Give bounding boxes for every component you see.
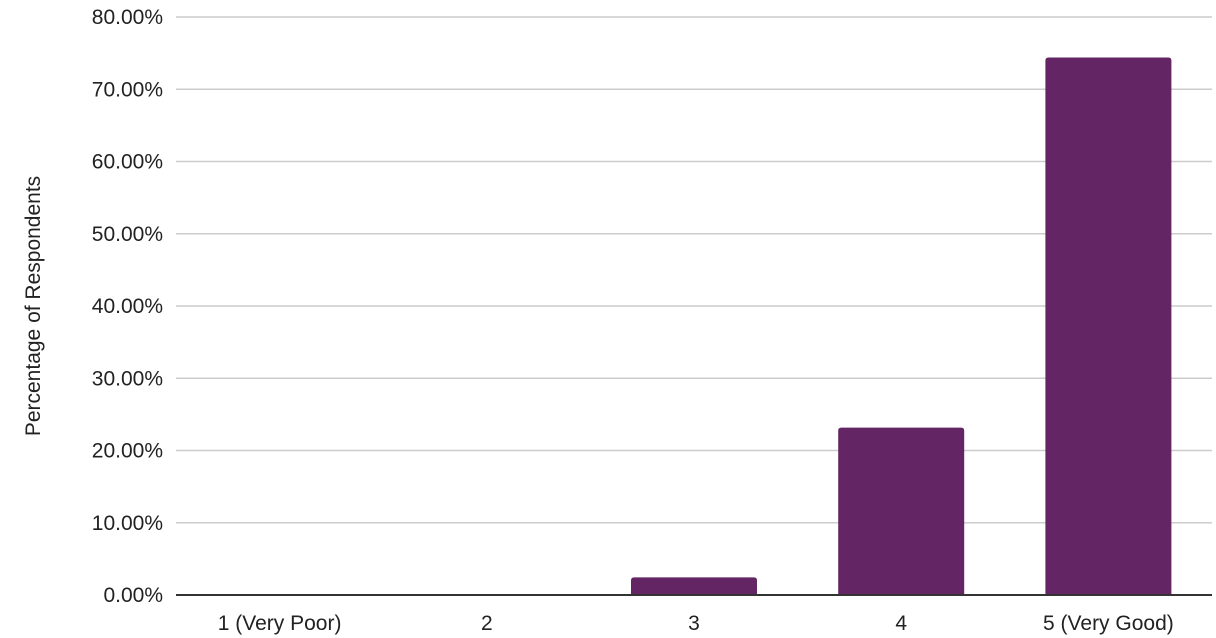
y-tick-label: 70.00% (92, 78, 163, 101)
x-tick-label: 2 (481, 612, 493, 635)
x-tick-label: 1 (Very Poor) (218, 612, 342, 635)
x-axis-ticks: 1 (Very Poor) 2 3 4 5 (Very Good) (218, 612, 1174, 635)
y-axis-title: Percentage of Respondents (22, 176, 45, 436)
x-tick-label: 4 (895, 612, 907, 635)
y-tick-label: 30.00% (92, 367, 163, 390)
x-tick-label: 3 (688, 612, 700, 635)
y-tick-label: 50.00% (92, 223, 163, 246)
y-tick-label: 10.00% (92, 512, 163, 535)
y-tick-label: 60.00% (92, 151, 163, 174)
y-tick-label: 0.00% (103, 584, 163, 607)
bars (631, 57, 1172, 596)
x-tick-label: 5 (Very Good) (1043, 612, 1174, 635)
y-tick-label: 40.00% (92, 295, 163, 318)
bar (838, 427, 965, 595)
bar (631, 577, 757, 595)
gridlines (176, 16, 1212, 524)
y-axis-ticks: 0.00% 10.00% 20.00% 30.00% 40.00% 50.00% 60.00… (92, 6, 163, 607)
bar (1045, 57, 1172, 596)
y-tick-label: 80.00% (92, 6, 163, 29)
y-tick-label: 20.00% (92, 440, 163, 463)
